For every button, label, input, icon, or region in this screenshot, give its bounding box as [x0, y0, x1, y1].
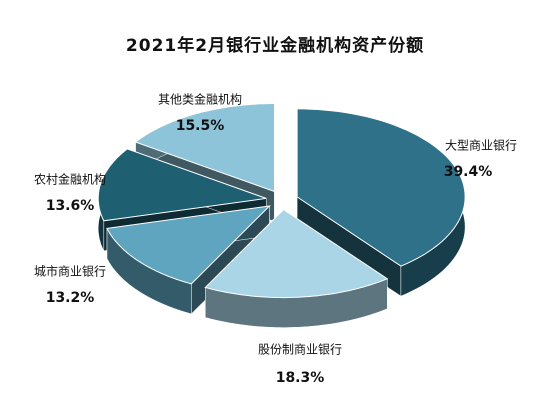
value-label: 39.4%	[444, 164, 493, 180]
category-label: 其他类金融机构	[158, 92, 242, 107]
value-label: 15.5%	[176, 118, 225, 134]
category-label: 大型商业银行	[445, 138, 517, 153]
value-label: 18.3%	[276, 370, 325, 386]
category-label: 股份制商业银行	[258, 342, 342, 357]
slice	[97, 148, 267, 222]
slice	[204, 208, 389, 299]
category-label: 城市商业银行	[34, 264, 106, 279]
category-label: 农村金融机构	[34, 172, 106, 187]
slice	[106, 205, 271, 285]
slice	[296, 108, 466, 267]
chart-title: 2021年2月银行业金融机构资产份额	[126, 35, 424, 56]
slice	[134, 103, 275, 193]
value-label: 13.2%	[46, 290, 95, 306]
value-label: 13.6%	[46, 198, 95, 214]
